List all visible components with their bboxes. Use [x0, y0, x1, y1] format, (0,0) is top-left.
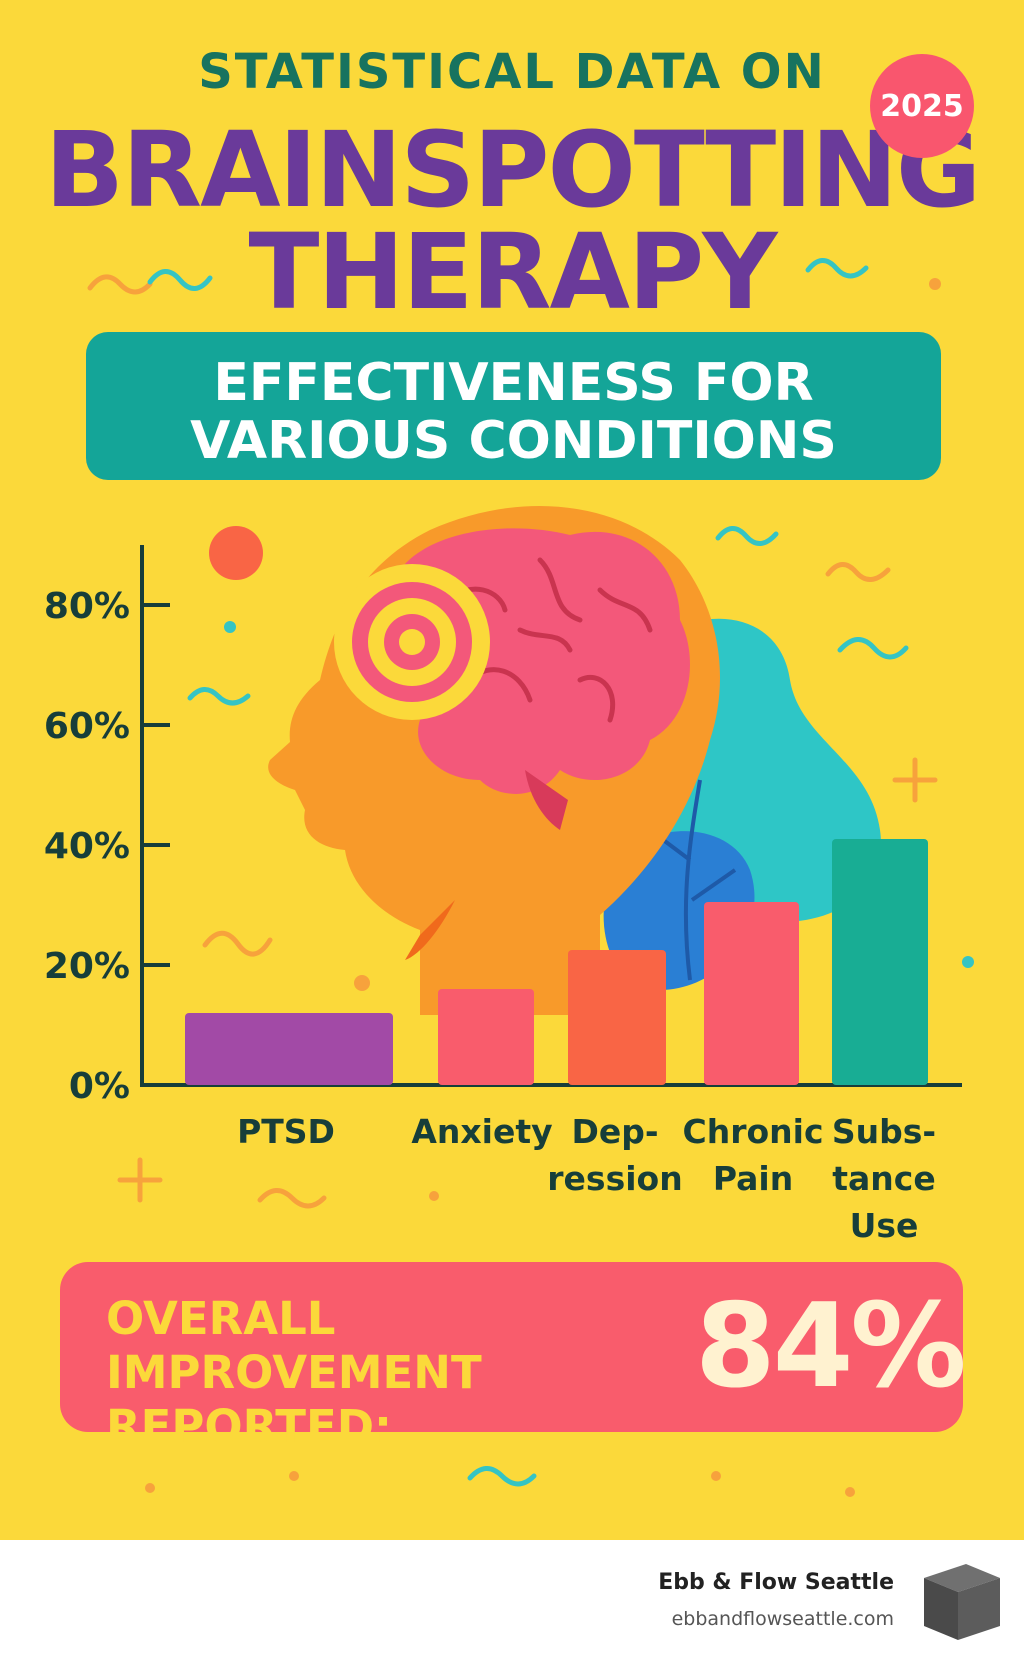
brand-name: Ebb & Flow Seattle — [658, 1570, 894, 1595]
infographic-poster: STATISTICAL DATA ON BRAINSPOTTING THERAP… — [0, 0, 1024, 1540]
target-icon — [334, 564, 490, 720]
brain-folds — [447, 557, 653, 723]
brain-stem — [525, 770, 568, 830]
subtitle-line-2: VARIOUS CONDITIONS — [190, 411, 837, 471]
x-category-label: PTSD — [237, 1112, 335, 1151]
cube-icon — [924, 1564, 1000, 1640]
head-brain-illustration — [268, 506, 881, 1015]
y-tick-label: 60% — [44, 706, 130, 747]
subtitle-line-1: EFFECTIVENESS FOR — [213, 353, 814, 413]
main-title-line-2: THERAPY — [248, 211, 777, 333]
effectiveness-bar-chart: 0% 20% 40% 60% 80% PTSD Anxiety Dep-ressionChro… — [44, 545, 962, 1245]
summary-label-line-1: OVERALL IMPROVEMENT — [106, 1292, 482, 1399]
subtitle-banner: EFFECTIVENESS FOR VARIOUS CONDITIONS — [86, 332, 941, 480]
y-tick-label: 0% — [69, 1066, 130, 1107]
x-category-label: ression — [547, 1159, 682, 1198]
summary-label-line-2: REPORTED: — [106, 1400, 393, 1453]
x-category-label: Chronic — [682, 1112, 823, 1151]
decorative-squiggles — [87, 258, 974, 1497]
bar-substance-use — [832, 839, 928, 1085]
x-category-label: Anxiety — [411, 1112, 552, 1151]
neck-shadow — [405, 900, 455, 960]
main-title-line-1: BRAINSPOTTING — [44, 109, 981, 231]
bar-ptsd — [185, 1013, 393, 1085]
kicker-title: STATISTICAL DATA ON — [198, 44, 826, 100]
brand-url: ebbandflowseattle.com — [671, 1608, 894, 1630]
summary-box: OVERALL IMPROVEMENT REPORTED: 84% — [60, 1262, 967, 1453]
summary-label: OVERALL IMPROVEMENT REPORTED: — [106, 1292, 686, 1454]
y-tick-label: 80% — [44, 586, 130, 627]
year-badge: 2025 — [870, 54, 974, 158]
bar-anxiety — [438, 989, 534, 1085]
footer: Ebb & Flow Seattle ebbandflowseattle.com — [0, 1540, 1024, 1666]
y-tick-label: 40% — [44, 826, 130, 867]
x-category-label: Use — [850, 1206, 919, 1245]
x-category-label: Pain — [713, 1159, 793, 1198]
bar-chronic-pain — [704, 902, 799, 1085]
bar-depression — [568, 950, 666, 1085]
summary-value: 84% — [695, 1279, 967, 1414]
x-category-label: Subs- — [832, 1112, 936, 1151]
x-category-label: tance — [832, 1159, 935, 1198]
x-category-label: Dep- — [571, 1112, 658, 1151]
y-tick-label: 20% — [44, 946, 130, 987]
